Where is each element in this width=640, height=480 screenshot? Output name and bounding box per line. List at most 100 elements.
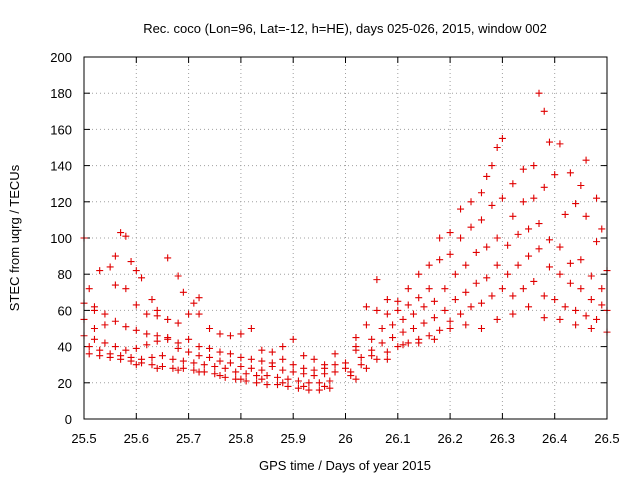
x-tick-label: 25.5	[71, 431, 96, 446]
data-point-plus	[519, 165, 527, 173]
y-tick-label: 20	[58, 376, 72, 391]
x-tick-label: 25.8	[228, 431, 253, 446]
data-point-plus	[587, 325, 595, 332]
data-point-plus	[206, 325, 214, 332]
data-point-plus	[593, 194, 601, 202]
data-point-plus	[347, 372, 355, 380]
data-point-plus	[582, 312, 590, 320]
data-point-plus	[540, 314, 548, 322]
data-point-plus	[457, 205, 465, 213]
data-point-plus	[216, 330, 224, 338]
data-point-plus	[132, 301, 140, 309]
data-point-plus	[96, 352, 104, 360]
data-point-plus	[106, 263, 114, 271]
data-point-plus	[436, 256, 444, 264]
data-point-plus	[477, 299, 485, 307]
data-point-plus	[122, 346, 130, 354]
data-point-plus	[143, 310, 151, 318]
data-point-plus	[498, 194, 506, 202]
data-point-plus	[321, 382, 329, 390]
data-point-plus	[247, 355, 255, 363]
data-point-plus	[404, 301, 412, 309]
y-tick-label: 80	[58, 267, 72, 282]
data-point-plus	[211, 363, 219, 371]
data-point-plus	[415, 294, 423, 302]
y-tick-label: 160	[50, 122, 72, 137]
data-point-plus	[153, 312, 161, 320]
data-point-plus	[446, 229, 454, 237]
data-point-plus	[525, 252, 533, 260]
data-point-plus	[221, 364, 229, 372]
data-point-plus	[221, 373, 229, 381]
data-point-plus	[216, 357, 224, 365]
data-point-plus	[446, 317, 454, 325]
data-point-plus	[509, 180, 517, 188]
data-point-plus	[263, 381, 271, 389]
data-point-plus	[331, 350, 339, 358]
data-point-plus	[174, 366, 182, 374]
data-point-plus	[362, 321, 370, 329]
data-point-plus	[514, 230, 522, 238]
data-point-plus	[289, 368, 297, 376]
data-point-plus	[200, 361, 208, 369]
data-point-plus	[587, 272, 595, 280]
data-point-plus	[148, 296, 156, 304]
grid-lines	[84, 57, 607, 419]
data-point-plus	[394, 306, 402, 314]
data-point-plus	[211, 370, 219, 378]
data-point-plus	[540, 292, 548, 300]
data-point-plus	[148, 361, 156, 369]
data-point-plus	[153, 364, 161, 372]
x-tick-label: 25.7	[176, 431, 201, 446]
data-point-plus	[101, 321, 109, 329]
data-point-plus	[441, 285, 449, 293]
data-point-plus	[425, 261, 433, 269]
data-point-plus	[279, 343, 287, 351]
data-point-plus	[195, 368, 203, 376]
data-point-plus	[111, 252, 119, 260]
y-tick-label: 200	[50, 50, 72, 65]
data-point-plus	[446, 250, 454, 258]
data-point-plus	[383, 348, 391, 356]
x-tick-label: 26	[338, 431, 352, 446]
data-point-plus	[237, 363, 245, 371]
data-point-plus	[556, 315, 564, 323]
data-point-plus	[472, 279, 480, 287]
data-point-plus	[582, 156, 590, 164]
data-point-plus	[268, 363, 276, 371]
data-point-plus	[378, 339, 386, 347]
x-tick-label: 25.9	[281, 431, 306, 446]
data-point-plus	[195, 294, 203, 302]
data-point-plus	[352, 375, 360, 383]
data-point-plus	[556, 270, 564, 278]
data-point-plus	[545, 236, 553, 244]
data-point-plus	[415, 270, 423, 278]
data-point-plus	[132, 326, 140, 334]
data-point-plus	[226, 359, 234, 367]
data-point-plus	[488, 201, 496, 209]
data-point-plus	[493, 144, 501, 151]
data-point-plus	[493, 261, 501, 269]
data-point-plus	[247, 325, 255, 332]
data-point-plus	[493, 315, 501, 323]
data-point-plus	[362, 303, 370, 311]
data-point-plus	[90, 325, 98, 332]
data-point-plus	[577, 285, 585, 293]
data-point-plus	[122, 285, 130, 293]
data-point-plus	[462, 321, 470, 329]
data-point-plus	[451, 270, 459, 278]
data-point-plus	[545, 138, 553, 146]
data-point-plus	[143, 330, 151, 338]
data-point-plus	[598, 285, 606, 293]
data-point-plus	[174, 344, 182, 352]
data-point-plus	[226, 350, 234, 358]
data-point-plus	[179, 357, 187, 365]
data-point-plus	[174, 272, 182, 280]
data-point-plus	[383, 355, 391, 363]
data-point-plus	[132, 361, 140, 369]
data-point-plus	[206, 344, 214, 352]
data-point-plus	[535, 220, 543, 228]
data-point-plus	[315, 379, 323, 387]
data-point-plus	[368, 335, 376, 343]
data-point-plus	[216, 372, 224, 380]
